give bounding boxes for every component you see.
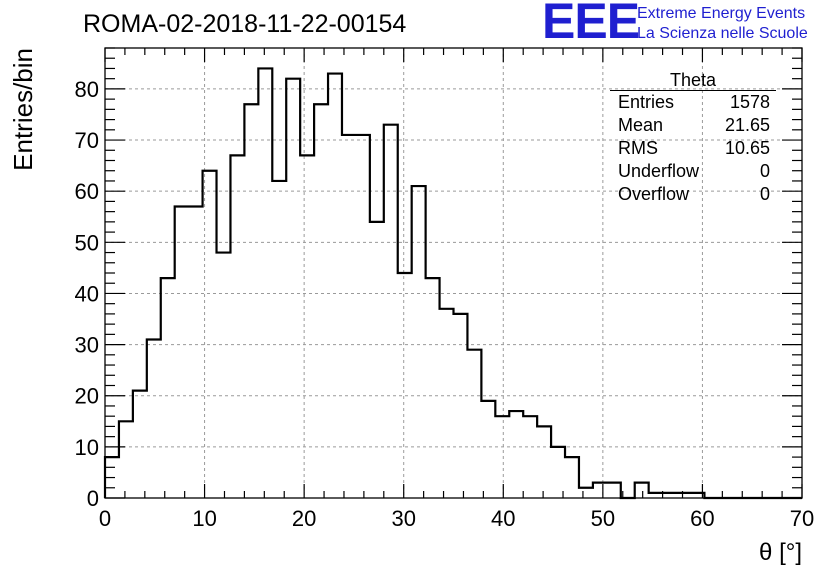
histogram-bin: [286, 79, 300, 498]
stats-label: RMS: [618, 138, 658, 158]
histogram-bin: [593, 483, 607, 498]
histogram-bin: [147, 339, 161, 498]
logo-line-2: La Scienza nelle Scuole: [637, 25, 808, 42]
stats-value: 0: [759, 184, 770, 204]
histogram-bin: [328, 74, 342, 498]
x-tick-label: 10: [192, 506, 216, 531]
histogram-bin: [272, 181, 286, 498]
stats-value: 1578: [729, 92, 770, 112]
stats-value: 21.65: [724, 115, 770, 135]
y-tick-label: 10: [75, 435, 99, 460]
histogram-bin: [203, 171, 217, 498]
stats-box: Theta Entries 1578 Mean 21.65 RMS 10.65 …: [610, 70, 776, 206]
x-tick-label: 50: [591, 506, 615, 531]
histogram-bin: [398, 273, 412, 498]
stats-label: Entries: [618, 92, 675, 112]
histogram-bin: [635, 483, 649, 498]
x-tick-label: 60: [690, 506, 714, 531]
y-tick-label: 20: [75, 384, 99, 409]
stats-row-underflow: Underflow 0: [610, 160, 776, 183]
histogram-bin: [189, 207, 203, 498]
chart-title: ROMA-02-2018-11-22-00154: [83, 10, 407, 38]
logo-line-1: Extreme Energy Events: [637, 5, 806, 22]
y-tick-label: 60: [75, 179, 99, 204]
histogram-bin: [537, 426, 551, 498]
histogram-bin: [509, 411, 523, 498]
histogram-bin: [607, 483, 621, 498]
x-tick-label: 70: [790, 506, 814, 531]
stats-label: Overflow: [618, 184, 690, 204]
histogram-bin: [551, 447, 565, 498]
stats-label: Underflow: [618, 161, 700, 181]
histogram-bin: [440, 309, 454, 498]
stats-value: 10.65: [724, 138, 770, 158]
histogram-bin: [481, 401, 495, 498]
stats-row-entries: Entries 1578: [610, 91, 776, 114]
histogram-bin: [342, 135, 356, 498]
y-tick-label: 70: [75, 128, 99, 153]
y-axis-label: Entries/bin: [8, 48, 38, 171]
y-tick-label: 40: [75, 281, 99, 306]
stats-row-mean: Mean 21.65: [610, 114, 776, 137]
histogram-bin: [161, 278, 175, 498]
histogram-bin: [314, 104, 328, 498]
y-tick-label: 80: [75, 77, 99, 102]
histogram-bin: [467, 350, 481, 498]
stats-value: 0: [759, 161, 770, 181]
stats-row-rms: RMS 10.65: [610, 137, 776, 160]
histogram-bin: [384, 125, 398, 498]
x-tick-label: 0: [99, 506, 111, 531]
histogram-outline: [103, 67, 802, 500]
histogram-bin: [579, 488, 593, 498]
y-tick-label: 30: [75, 333, 99, 358]
y-tick-label: 0: [87, 486, 99, 511]
histogram-bin: [175, 207, 189, 498]
histogram-bin: [244, 104, 258, 498]
histogram-bin: [356, 135, 370, 498]
histogram-bin: [217, 253, 231, 498]
histogram-bin: [565, 457, 579, 498]
stats-title: Theta: [610, 70, 776, 91]
stats-row-overflow: Overflow 0: [610, 183, 776, 206]
x-tick-label: 20: [292, 506, 316, 531]
histogram-bin: [258, 68, 272, 498]
histogram-bin: [119, 421, 133, 498]
y-tick-label: 50: [75, 230, 99, 255]
histogram-bin: [370, 222, 384, 498]
x-tick-label: 30: [391, 506, 415, 531]
eee-logo-mark: EEE: [542, 0, 640, 49]
x-axis-label: θ [°]: [759, 539, 802, 566]
histogram-bin: [523, 416, 537, 498]
histogram-bin: [133, 391, 147, 498]
histogram-bin: [426, 278, 440, 498]
stats-label: Mean: [618, 115, 664, 135]
histogram-bin: [495, 416, 509, 498]
histogram-bin: [454, 314, 468, 498]
histogram-bin: [300, 155, 314, 498]
histogram-bin: [412, 186, 426, 498]
x-tick-label: 40: [491, 506, 515, 531]
